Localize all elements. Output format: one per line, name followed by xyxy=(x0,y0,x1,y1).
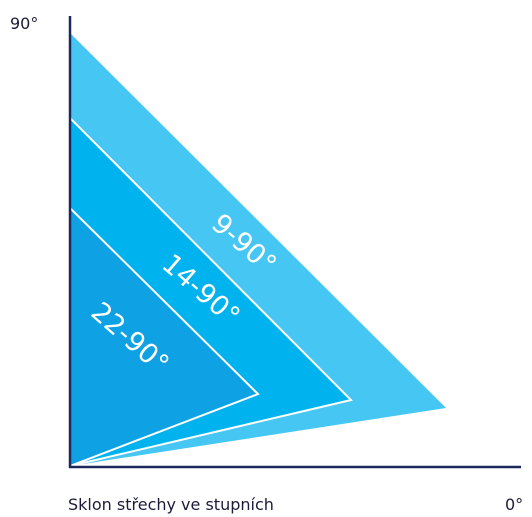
axis-label-0-degrees: 0° xyxy=(505,495,524,514)
axis-title: Sklon střechy ve stupních xyxy=(68,495,274,514)
axis-label-90-degrees: 90° xyxy=(10,14,39,33)
